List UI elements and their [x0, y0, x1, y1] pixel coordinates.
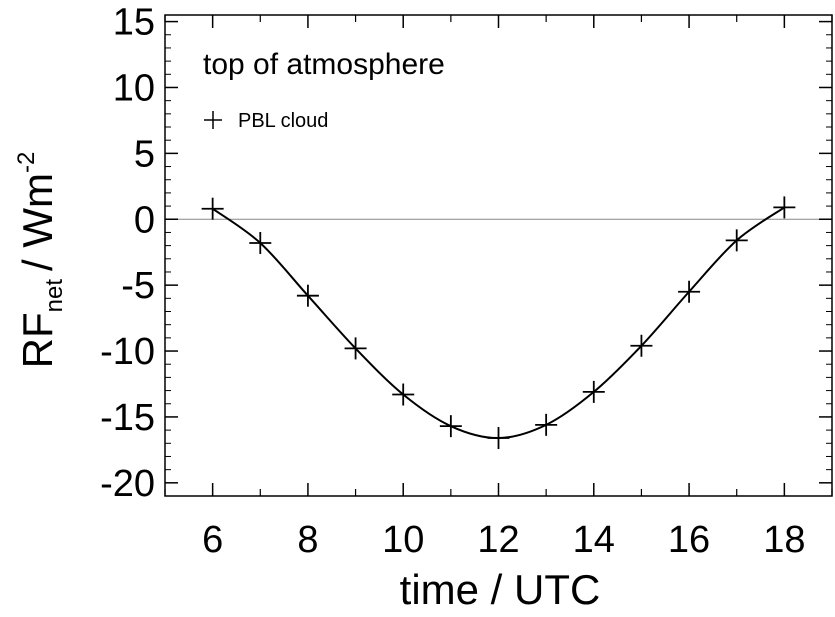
- y-tick-label: 5: [134, 133, 155, 175]
- x-axis-title: time / UTC: [400, 566, 601, 613]
- x-tick-labels: 6 8 10 12 14 16 18: [202, 519, 805, 561]
- x-tick-label: 18: [763, 519, 805, 561]
- x-tick-label: 12: [477, 519, 519, 561]
- y-tick-label: -5: [121, 265, 155, 307]
- series-markers: [201, 196, 796, 450]
- y-tick-label: 10: [113, 67, 155, 109]
- x-tick-label: 8: [297, 519, 318, 561]
- data-point-marker: [678, 280, 701, 303]
- y-axis-title: RFnet/ Wm-2: [13, 152, 68, 369]
- legend: PBL cloud: [204, 110, 328, 132]
- data-point-marker: [201, 197, 224, 220]
- series-line: [212, 206, 785, 440]
- data-point-marker: [392, 383, 415, 406]
- data-point-marker: [344, 337, 367, 360]
- y-tick-label: 15: [113, 2, 155, 44]
- data-point-marker: [535, 413, 558, 436]
- legend-marker: [204, 111, 222, 129]
- legend-label: PBL cloud: [238, 110, 328, 132]
- data-point-marker: [773, 196, 796, 219]
- y-tick-label: -10: [100, 331, 155, 373]
- x-tick-label: 16: [668, 519, 710, 561]
- x-tick-label: 6: [202, 519, 223, 561]
- data-point-marker: [630, 334, 653, 357]
- plot-frame: [164, 14, 833, 497]
- y-tick-labels: 15 10 5 0 -5 -10 -15 -20: [100, 2, 155, 505]
- data-point-marker: [487, 427, 510, 450]
- y-tick-label: -20: [100, 463, 155, 505]
- x-tick-label: 14: [573, 519, 615, 561]
- data-point-marker: [296, 284, 319, 307]
- axis-ticks: [164, 15, 833, 496]
- annotation-text: top of atmosphere: [203, 48, 445, 81]
- x-tick-label: 10: [382, 519, 424, 561]
- y-tick-label: -15: [100, 397, 155, 439]
- data-point-marker: [725, 229, 748, 252]
- data-point-marker: [582, 380, 605, 403]
- data-point-marker: [249, 231, 272, 254]
- y-tick-label: 0: [134, 199, 155, 241]
- data-point-marker: [439, 415, 462, 438]
